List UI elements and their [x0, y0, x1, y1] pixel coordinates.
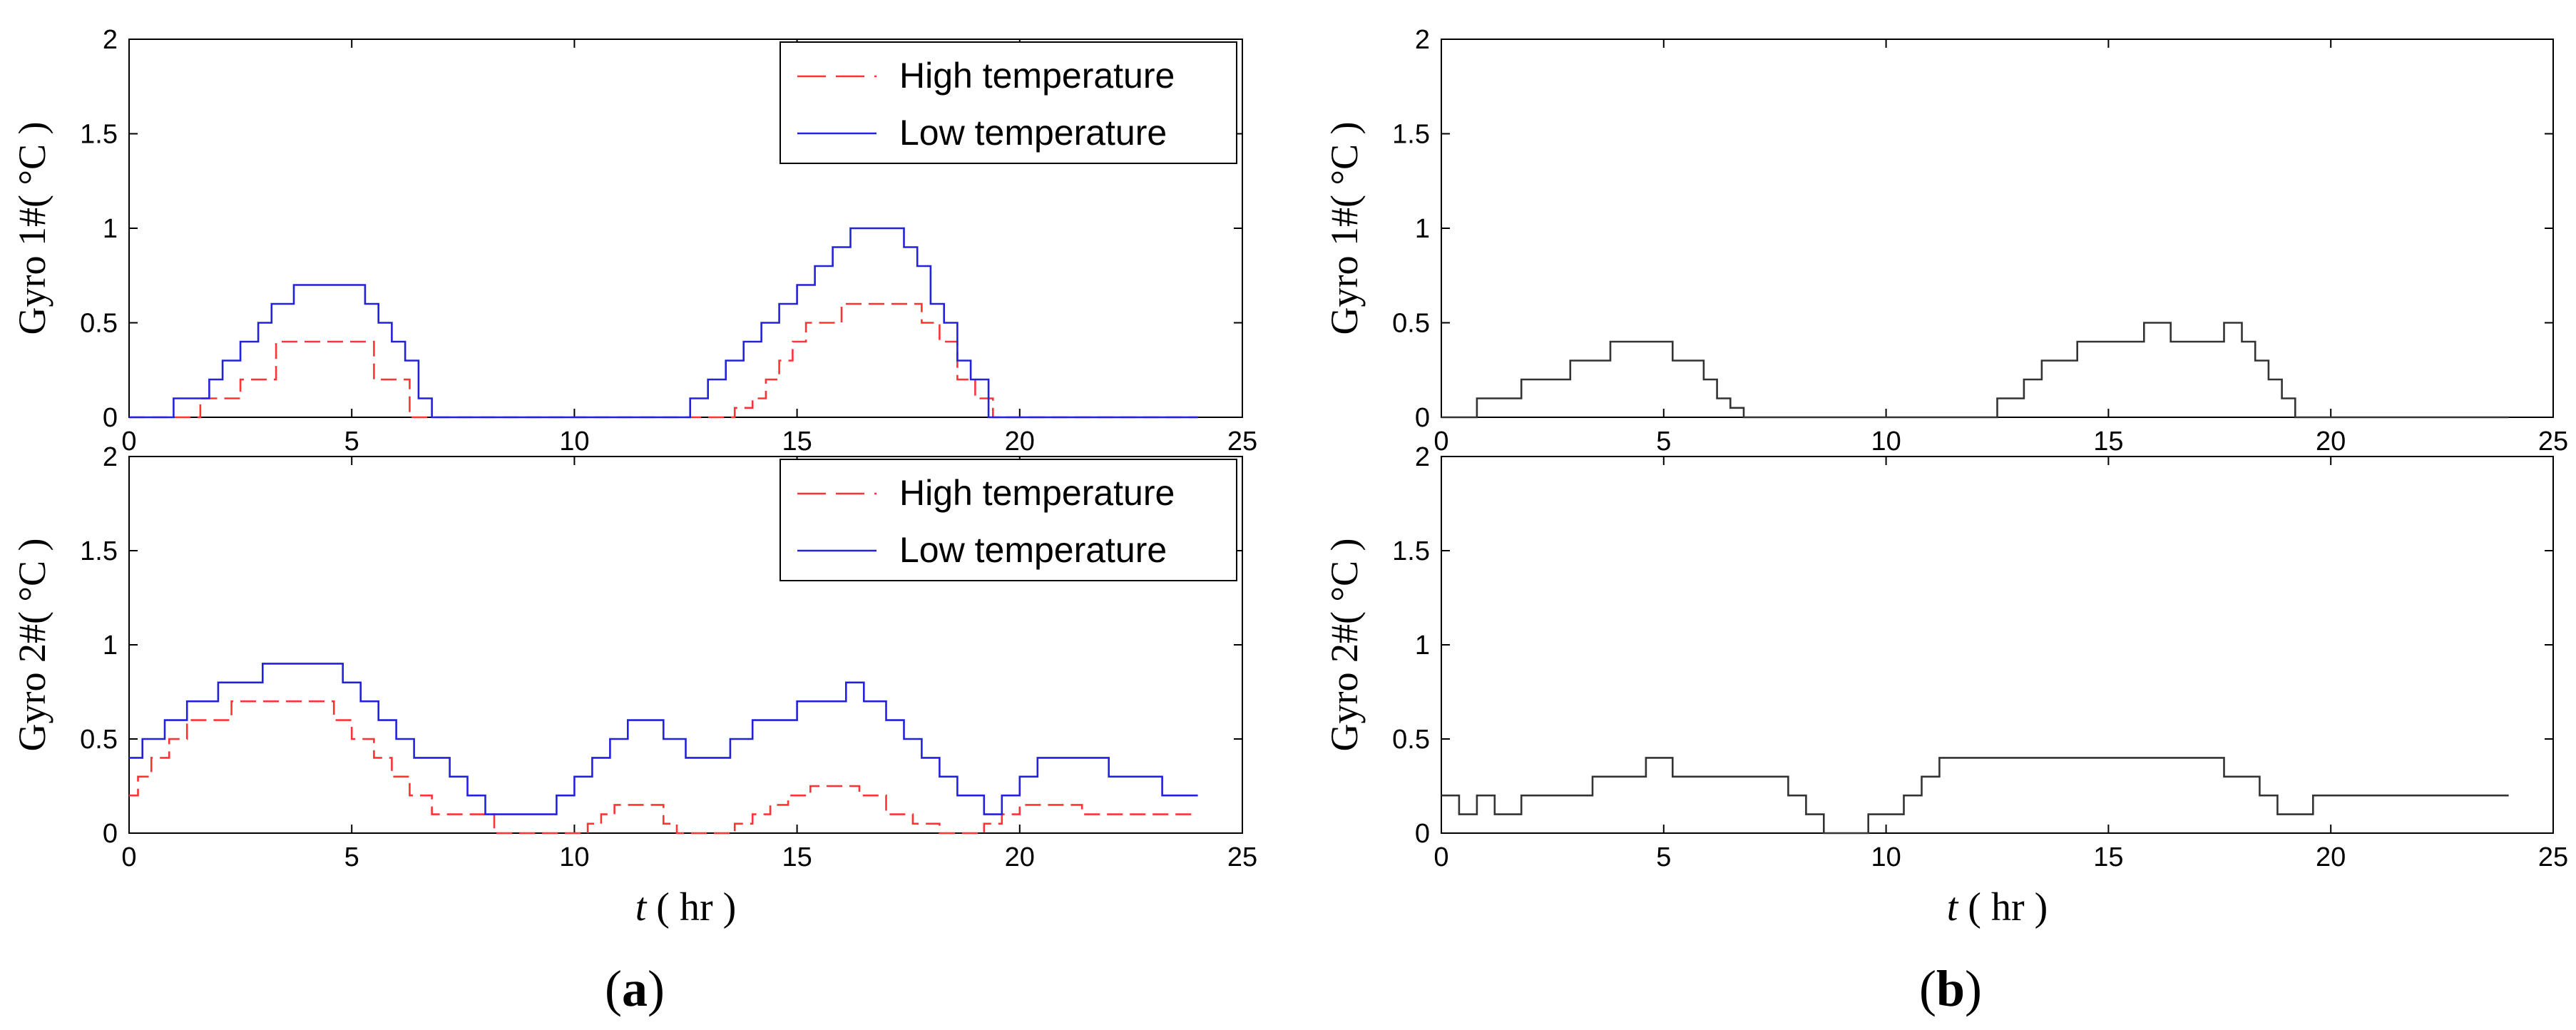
series-line-low-temperature — [129, 663, 1198, 815]
legend-label: High temperature — [899, 56, 1175, 96]
y-axis-label: Gyro 2#( °C ) — [1323, 538, 1366, 751]
series-line-high-temperature — [129, 700, 1198, 835]
x-tick-label: 15 — [782, 427, 812, 457]
x-axis-label: t ( hr ) — [635, 885, 737, 929]
y-tick-label: 2 — [1415, 25, 1430, 55]
caption-b-open: ( — [1919, 960, 1936, 1017]
y-tick-label: 1 — [103, 214, 118, 244]
series-line-difference — [1441, 322, 2509, 419]
chart-b2: 0 5 10 15 20 25 0 0.5 1 1.5 2 Gyro 2#( °C ) t ( hr ) — [1323, 442, 2568, 929]
x-axis-label-var: t — [1947, 885, 1959, 929]
x-tick-label: 25 — [1227, 842, 1257, 872]
legend-box — [780, 459, 1237, 581]
y-axis-label: Gyro 1#( °C ) — [1323, 121, 1366, 335]
y-tick-label: 0 — [1415, 819, 1430, 849]
y-tick-label: 1.5 — [1392, 536, 1430, 566]
y-tick-label: 0.5 — [80, 725, 118, 755]
caption-a-open: ( — [605, 960, 622, 1017]
x-axis-label-var: t — [635, 885, 648, 929]
x-tick-label: 10 — [559, 427, 589, 457]
x-tick-label: 0 — [1433, 427, 1448, 457]
x-tick-label: 15 — [782, 842, 812, 872]
chart-b1: 0 5 10 15 20 25 0 0.5 1 1.5 2 Gyro 1#( °C ) — [1323, 25, 2568, 457]
x-tick-label: 5 — [344, 427, 359, 457]
caption-b: (b) — [1919, 960, 1982, 1017]
y-tick-label: 1 — [1415, 631, 1430, 661]
series-line-low-temperature — [129, 227, 1198, 419]
chart-a1: 0 5 10 15 20 25 0 0.5 1 1.5 2 Gyro 1#( °C ) High tem… — [11, 25, 1257, 457]
y-tick-label: 1.5 — [1392, 120, 1430, 150]
y-tick-label: 1 — [1415, 214, 1430, 244]
legend-box — [780, 41, 1237, 164]
x-tick-label: 0 — [121, 842, 136, 872]
x-tick-label: 20 — [1005, 842, 1035, 872]
y-tick-label: 2 — [103, 442, 118, 472]
x-tick-label: 10 — [559, 842, 589, 872]
legend-label: High temperature — [899, 473, 1175, 513]
plot-frame — [1441, 456, 2554, 834]
y-tick-label: 1.5 — [80, 536, 118, 566]
y-tick-label: 1.5 — [80, 120, 118, 150]
legend-label: Low temperature — [899, 530, 1167, 570]
x-tick-label: 25 — [1227, 427, 1257, 457]
x-axis-label: t ( hr ) — [1947, 885, 2048, 929]
y-tick-label: 0 — [103, 819, 118, 849]
plot-frame — [1441, 39, 2554, 418]
y-tick-label: 0 — [1415, 403, 1430, 433]
x-tick-label: 0 — [121, 427, 136, 457]
caption-b-close: ) — [1965, 960, 1982, 1017]
x-axis-label-unit: ( hr ) — [646, 885, 736, 929]
series-line-high-temperature — [129, 302, 1198, 419]
y-tick-label: 2 — [103, 25, 118, 55]
x-tick-label: 5 — [344, 842, 359, 872]
caption-a: (a) — [605, 960, 665, 1017]
y-tick-label: 0.5 — [80, 309, 118, 339]
legend: High temperature Low temperature — [780, 41, 1237, 164]
y-axis-label: Gyro 1#( °C ) — [11, 121, 53, 335]
y-tick-label: 1 — [103, 631, 118, 661]
x-tick-label: 20 — [1005, 427, 1035, 457]
caption-a-letter: a — [622, 960, 648, 1017]
x-tick-label: 15 — [2093, 842, 2123, 872]
caption-b-letter: b — [1936, 960, 1965, 1017]
x-tick-label: 20 — [2316, 842, 2346, 872]
x-axis-label-unit: ( hr ) — [1958, 885, 2048, 929]
x-tick-label: 20 — [2316, 427, 2346, 457]
x-tick-label: 10 — [1871, 842, 1901, 872]
x-tick-label: 5 — [1656, 427, 1671, 457]
x-tick-label: 25 — [2538, 427, 2568, 457]
y-axis-label: Gyro 2#( °C ) — [11, 538, 53, 751]
x-tick-label: 0 — [1433, 842, 1448, 872]
y-tick-label: 2 — [1415, 442, 1430, 472]
y-tick-label: 0.5 — [1392, 725, 1430, 755]
legend: High temperature Low temperature — [780, 459, 1237, 581]
y-tick-label: 0.5 — [1392, 309, 1430, 339]
chart-a2: 0 5 10 15 20 25 0 0.5 1 1.5 2 Gyro 2#( °C ) t ( hr )… — [11, 442, 1257, 929]
x-tick-label: 25 — [2538, 842, 2568, 872]
x-tick-label: 15 — [2093, 427, 2123, 457]
caption-a-close: ) — [648, 960, 665, 1017]
y-tick-label: 0 — [103, 403, 118, 433]
legend-label: Low temperature — [899, 113, 1167, 153]
x-tick-label: 10 — [1871, 427, 1901, 457]
x-tick-label: 5 — [1656, 842, 1671, 872]
series-line-difference — [1441, 757, 2509, 835]
